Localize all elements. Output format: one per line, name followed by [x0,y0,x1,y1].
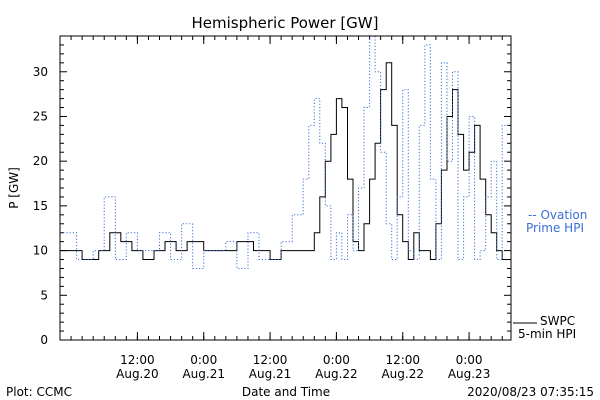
chart-title: Hemispheric Power [GW] [192,14,379,32]
legend-ovation-line1: -- Ovation [528,208,587,222]
y-tick-label: 20 [33,154,48,168]
series-ovation-prime-hpi [60,35,512,269]
x-tick-time-label: 0:00 [323,353,350,367]
y-tick-label: 25 [33,109,48,123]
x-tick-date-label: Aug.22 [315,367,358,381]
x-axis: 12:00Aug.200:00Aug.2112:00Aug.210:00Aug.… [59,36,503,381]
x-tick-time-label: 0:00 [190,353,217,367]
y-tick-label: 15 [33,199,48,213]
legend-swpc-line1: SWPC [540,314,575,328]
y-tick-label: 0 [40,333,48,347]
footer-timestamp: 2020/08/23 07:35:15 [467,385,594,399]
x-tick-time-label: 12:00 [120,353,155,367]
y-tick-label: 5 [40,288,48,302]
y-tick-label: 30 [33,65,48,79]
plot-frame [59,35,512,341]
x-tick-date-label: Aug.23 [448,367,491,381]
x-tick-time-label: 0:00 [456,353,483,367]
footer-credit: Plot: CCMC [6,385,72,399]
series-lines [60,35,512,269]
x-tick-time-label: 12:00 [385,353,420,367]
x-tick-date-label: Aug.22 [381,367,424,381]
x-tick-date-label: Aug.21 [182,367,225,381]
y-tick-label: 10 [33,244,48,258]
x-axis-label: Date and Time [242,385,330,399]
y-axis-label: P [GW] [7,167,21,209]
y-axis: 0 5 10 15 20 25 30 [33,35,511,347]
legend-swpc-line2: 5-min HPI [518,327,576,341]
x-tick-time-label: 12:00 [253,353,288,367]
legend-ovation-line2: Prime HPI [526,221,584,235]
x-tick-date-label: Aug.21 [249,367,292,381]
x-tick-date-label: Aug.20 [116,367,159,381]
series-swpc-5min-hpi [60,62,511,260]
